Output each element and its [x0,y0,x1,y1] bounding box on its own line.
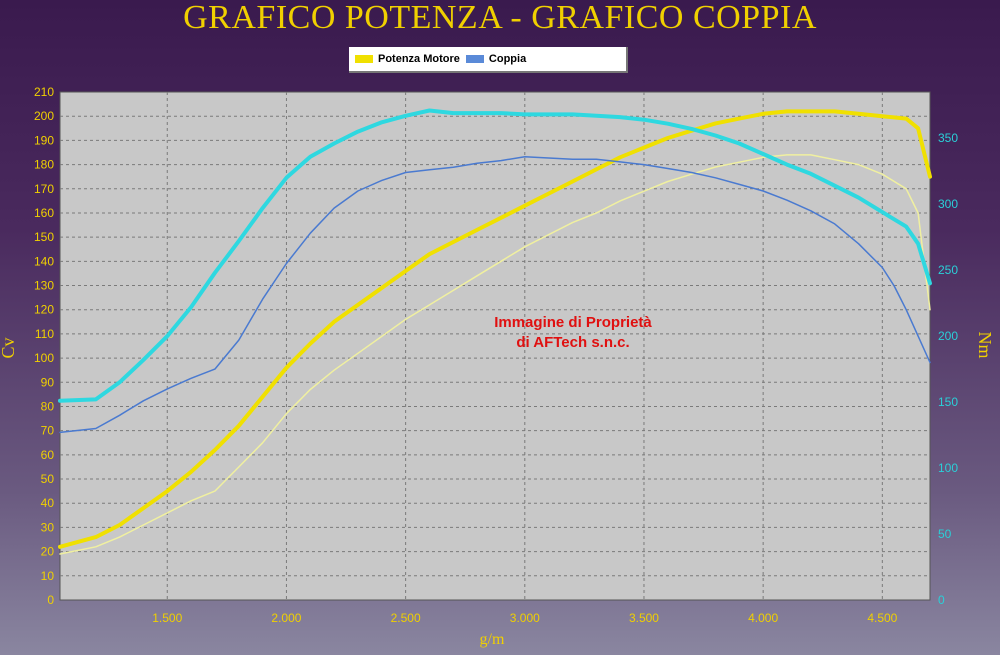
y-tick-label-right: 150 [938,395,958,409]
x-axis-label: g/m [480,631,505,648]
y-tick-label-right: 50 [938,527,952,541]
y-tick-label-left: 110 [35,327,54,341]
y-tick-label-left: 120 [34,303,54,317]
y-tick-label-left: 210 [34,85,54,99]
y-tick-label-left: 190 [34,133,54,147]
y-tick-label-left: 40 [41,496,55,510]
y-axis-label-left: Cv [0,337,18,358]
y-tick-label-right: 250 [938,263,958,277]
y-tick-label-left: 50 [41,472,55,486]
y-tick-label-left: 140 [34,254,54,268]
series-line-0 [58,109,932,549]
legend-swatch-potenza [355,55,373,63]
axes-group: 0 10 20 30 40 50 60 70 80 90 100 110 120 130 140 150 160… [34,85,958,625]
y-tick-label-right: 0 [938,593,945,607]
chart-legend: Potenza Motore Coppia [349,47,628,73]
y-tick-label-left: 90 [41,375,55,389]
x-tick-label: 2.500 [391,611,421,625]
grid-lines [60,92,930,600]
y-tick-label-left: 160 [34,206,54,220]
y-tick-label-left: 70 [41,424,55,438]
y-axis-label-right: Nm [975,332,995,359]
legend-label-potenza: Potenza Motore [378,53,460,65]
x-tick-label: 4.500 [867,611,897,625]
y-tick-label-left: 150 [34,230,54,244]
y-tick-label-right: 350 [938,131,958,145]
watermark-line-2: di AFTech s.n.c. [516,334,629,351]
series-line-2 [58,108,932,403]
y-tick-label-left: 200 [34,109,54,123]
y-tick-label-left: 170 [34,182,54,196]
y-tick-label-right: 100 [938,461,958,475]
chart-title: GRAFICO POTENZA - GRAFICO COPPIA [183,0,817,36]
series-line-1 [59,154,931,555]
legend-item-coppia: Coppia [465,53,527,65]
legend-swatch-coppia [465,55,484,63]
series-line-3 [59,155,931,434]
x-tick-label: 4.000 [748,611,778,625]
y-tick-label-left: 80 [41,399,55,413]
y-tick-label-left: 100 [34,351,54,365]
legend-item-potenza: Potenza Motore [355,53,460,65]
y-tick-label-left: 0 [47,593,54,607]
watermark-line-1: Immagine di Proprietà [494,314,652,331]
y-tick-label-right: 300 [938,197,958,211]
legend-label-coppia: Coppia [488,53,527,65]
series-group [58,108,932,555]
y-tick-label-left: 180 [34,158,54,172]
y-tick-label-left: 130 [34,279,54,293]
y-tick-label-left: 30 [41,520,55,534]
y-tick-label-left: 20 [41,545,55,559]
x-tick-label: 3.000 [510,611,540,625]
x-tick-label: 1.500 [152,611,182,625]
x-tick-label: 2.000 [271,611,301,625]
plot-area [59,91,931,601]
y-tick-label-left: 10 [41,569,55,583]
y-tick-label-right: 200 [938,329,958,343]
y-tick-label-left: 60 [41,448,55,462]
x-tick-label: 3.500 [629,611,659,625]
